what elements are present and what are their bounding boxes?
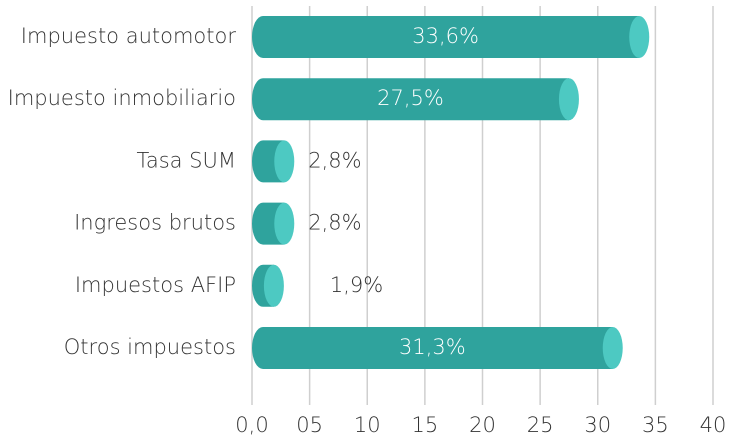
y-tick-label: Ingresos brutos [74,211,236,235]
y-tick-label: Impuesto automotor [21,24,237,48]
x-tick-label: 0,0 [235,413,268,437]
bar [252,140,295,183]
x-tick-label: 40 [700,413,727,437]
bar [252,327,623,369]
bar [252,78,579,121]
y-tick-label: Tasa SUM [136,148,236,172]
value-label: 33,6% [412,24,479,48]
x-tick-label: 20 [469,413,496,437]
y-tick-label: Otros impuestos [64,335,236,359]
bar-cap [263,264,284,307]
bar-cap [602,327,623,369]
value-label: 1,9% [330,273,383,297]
value-label: 27,5% [377,86,444,110]
x-tick-label: 35 [642,413,669,437]
x-tick-label: 15 [412,413,439,437]
x-tick-label: 25 [527,413,554,437]
bar-cap [629,16,650,58]
bar-cap [274,202,295,245]
bar-body [252,78,569,121]
x-tick-label: 10 [354,413,381,437]
value-label: 2,8% [308,148,361,172]
bar [252,264,284,307]
bar-body [252,16,640,58]
bar-cap [558,78,579,121]
bar-cap [274,140,295,183]
y-tick-label: Impuestos AFIP [75,273,236,297]
bar-body [252,327,613,369]
x-tick-label: 30 [584,413,611,437]
bar [252,202,295,245]
value-label: 31,3% [399,335,466,359]
x-tick-label: 05 [296,413,323,437]
bar [252,16,650,58]
y-tick-label: Impuesto inmobiliario [8,86,236,110]
value-label: 2,8% [308,211,361,235]
